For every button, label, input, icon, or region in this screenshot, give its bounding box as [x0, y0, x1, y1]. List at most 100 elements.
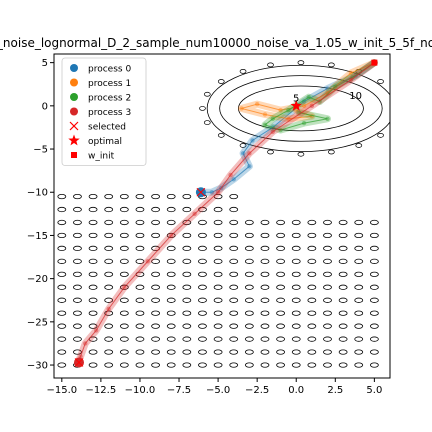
legend-marker [71, 152, 77, 158]
contour-labels: 5 10 [293, 91, 362, 105]
contour-label: 5 [293, 94, 299, 105]
contour-ellipse [260, 271, 270, 277]
contour-ellipse [291, 219, 301, 226]
selected-marker [196, 187, 206, 197]
contour-ellipse [338, 297, 348, 303]
contour-ellipse [307, 271, 317, 277]
contour-ellipse [291, 232, 301, 239]
contour-ellipse [119, 193, 129, 200]
chart-title: _noise_lognormal_D_2_sample_num10000_noi… [0, 36, 432, 50]
contour-ellipse [166, 284, 176, 290]
contour-ellipse [104, 310, 114, 316]
contour-ellipse [104, 323, 114, 329]
series-point [348, 70, 354, 76]
series-point [192, 211, 197, 217]
x-axis: −15.0 −12.5 −10.0 −7.5 −5.0 −2.5 0.0 2.5 5.0 [46, 378, 382, 396]
contour-ellipse [354, 349, 364, 355]
legend-label: process 1 [88, 79, 131, 89]
contour-ellipse [229, 193, 239, 200]
contour-ellipse [135, 219, 145, 226]
series-point [333, 84, 338, 90]
contour-ellipse [166, 232, 176, 239]
contour-ellipse [260, 362, 270, 368]
contour-ellipse [104, 258, 114, 264]
contour-ellipse [166, 206, 176, 213]
contour-ellipse [166, 336, 176, 342]
contour-ellipse [354, 219, 364, 226]
contour-ellipse [244, 284, 254, 290]
contour-ellipse [307, 219, 317, 226]
legend-marker [70, 93, 78, 101]
contour-ellipse [151, 219, 160, 226]
contour-ellipse [166, 245, 176, 251]
contour-ellipse [198, 310, 207, 316]
contour-ellipse [213, 258, 223, 264]
series-point [239, 106, 244, 111]
contour-ellipse [57, 336, 67, 342]
legend-marker [70, 107, 78, 116]
contour-ellipse [338, 349, 348, 355]
contour-ellipse [244, 297, 254, 303]
contour-ellipse [244, 336, 254, 342]
contour-ellipse [198, 362, 207, 368]
contour-ellipse [119, 258, 129, 264]
contour-ellipse [244, 245, 254, 251]
legend-marker [70, 64, 78, 72]
y-tick-label: −10 [27, 188, 48, 199]
contour-ellipse [198, 323, 207, 329]
contour-ellipse [135, 232, 145, 239]
contour-ellipse [260, 219, 270, 226]
contour-ellipse [260, 258, 270, 264]
contour-ellipse [88, 297, 98, 303]
x-tick-label: −12.5 [86, 385, 117, 396]
contour-ellipse [151, 206, 160, 213]
point-markers [74, 59, 378, 368]
contour-ellipse [135, 349, 145, 355]
series-point [231, 177, 236, 182]
contour-ellipse [354, 336, 364, 342]
contour-ellipse [198, 219, 207, 226]
contour-ellipse [182, 323, 192, 329]
contour-ellipse [229, 245, 239, 251]
contour-ellipse [276, 297, 286, 303]
contour-ellipse [73, 206, 82, 213]
series-point [278, 107, 283, 113]
contour-ellipse [104, 193, 114, 200]
contour-ellipse [73, 336, 82, 342]
contour-ellipse [323, 336, 332, 342]
legend-marker [68, 134, 80, 146]
contour-ellipse [354, 310, 364, 316]
contour-ellipse [354, 284, 364, 290]
contour-ellipse [229, 297, 239, 303]
contour-ellipse [88, 323, 98, 329]
contour-ellipse [291, 297, 301, 303]
contour-ellipse [323, 219, 332, 226]
contour-ellipse [57, 349, 67, 355]
contour-ellipse [198, 336, 207, 342]
contour-ellipse [307, 297, 317, 303]
contour-ellipse [217, 132, 225, 138]
contour-ellipse [166, 219, 176, 226]
contour-ellipse [119, 284, 129, 290]
contour-ellipse [119, 336, 129, 342]
series-point [240, 151, 246, 156]
y-tick-label: 0 [42, 101, 48, 112]
contour-ellipse [307, 310, 317, 316]
x-tick-label: −2.5 [245, 385, 269, 396]
contour-ellipse [244, 271, 254, 277]
contour-ellipse [166, 271, 176, 277]
series-process-0-line [202, 62, 375, 193]
contour-ellipse [213, 232, 223, 239]
contour-ellipse [229, 219, 239, 226]
contour-ellipse [260, 336, 270, 342]
contour-ellipse [323, 232, 332, 239]
contour-ellipse [323, 258, 332, 264]
series-point [254, 101, 260, 107]
contour-ellipse [213, 206, 223, 213]
contour-ellipse [276, 271, 286, 277]
x-tick-label: 2.5 [327, 385, 343, 396]
contour-ellipse [57, 362, 67, 368]
series-point [286, 107, 291, 113]
contour-ellipse [338, 245, 348, 251]
contour-ellipse [213, 271, 223, 277]
